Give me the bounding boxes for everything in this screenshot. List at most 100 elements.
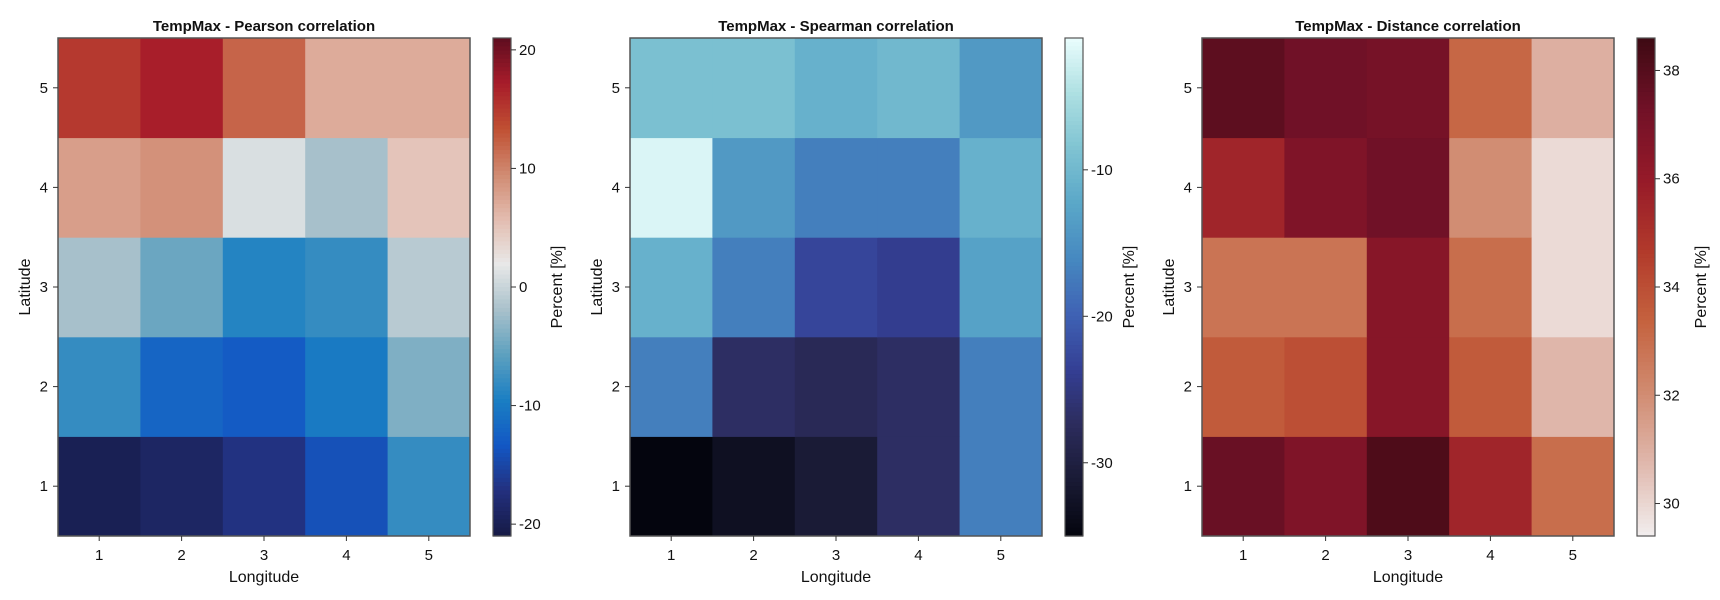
colorbar-segment	[493, 137, 511, 143]
colorbar-segment	[1065, 287, 1083, 292]
colorbar-segment	[1065, 187, 1083, 193]
colorbar-segment	[493, 195, 511, 201]
colorbar-segment	[1637, 67, 1655, 72]
colorbar-segment	[1065, 399, 1083, 404]
colorbar-segment	[1637, 253, 1655, 259]
colorbar-label: Percent [%]	[1121, 246, 1138, 329]
colorbar-segment	[493, 374, 511, 379]
y-ticks: 1 2 3 4 5	[612, 80, 630, 495]
colorbar-segment	[493, 274, 511, 280]
heatmap-cell	[1202, 436, 1285, 537]
heatmap-cell	[959, 436, 1043, 537]
y-tick-label: 5	[40, 80, 48, 97]
colorbar-segment	[1065, 245, 1083, 251]
colorbar-segment	[1637, 174, 1655, 180]
colorbar-segment	[493, 96, 511, 101]
colorbar-segment	[1637, 216, 1655, 222]
colorbar-segment	[493, 216, 511, 222]
colorbar-segment	[493, 79, 511, 85]
y-tick-label: 2	[1184, 379, 1192, 396]
colorbar-segment	[1637, 502, 1655, 508]
heatmap-cell	[222, 336, 306, 437]
colorbar-tick-label: -20	[519, 516, 541, 533]
heatmap-cell	[630, 237, 713, 338]
colorbar-segment	[1065, 141, 1083, 147]
heatmap-cell	[959, 137, 1043, 238]
colorbar-tick-label: 36	[1663, 171, 1680, 188]
colorbar-segment	[493, 50, 511, 56]
colorbar-segment	[493, 100, 511, 105]
heatmap-cell	[1366, 237, 1450, 338]
colorbar-segment	[1637, 357, 1655, 363]
colorbar-segment	[1637, 336, 1655, 342]
colorbar-segment	[493, 233, 511, 238]
colorbar-segment	[493, 448, 511, 454]
colorbar-segment	[1637, 62, 1655, 68]
heatmap-cell	[1449, 137, 1533, 238]
colorbar-tick-label: -10	[519, 398, 541, 415]
colorbar-segment	[1637, 96, 1655, 101]
colorbar-segment	[493, 415, 511, 421]
colorbar-segment	[1637, 527, 1655, 533]
x-ticks: 1 2 3 4 5	[95, 536, 433, 564]
colorbar-segment	[1637, 257, 1655, 263]
colorbar-segment	[1637, 386, 1655, 392]
colorbar-segment	[1065, 266, 1083, 271]
colorbar-segment	[493, 291, 511, 296]
colorbar-segment	[1637, 320, 1655, 325]
colorbar-segment	[1637, 195, 1655, 201]
colorbar-segment	[1637, 121, 1655, 126]
colorbar-segment	[493, 519, 511, 525]
colorbar-segment	[1637, 83, 1655, 89]
colorbar-segment	[1637, 374, 1655, 379]
colorbar-segment	[1065, 46, 1083, 52]
colorbar-segment	[493, 145, 511, 151]
colorbar-segment	[493, 150, 511, 155]
colorbar-segment	[1637, 486, 1655, 491]
colorbar-segment	[1637, 249, 1655, 255]
heatmap-cell	[1202, 38, 1285, 139]
heatmap-cells	[58, 38, 471, 537]
colorbar-segment	[493, 399, 511, 404]
colorbar-segment	[493, 506, 511, 512]
colorbar-segment	[1065, 307, 1083, 313]
colorbar-segment	[493, 224, 511, 230]
colorbar-segment	[1065, 494, 1083, 500]
colorbar-segment	[493, 71, 511, 76]
colorbar-segment	[493, 133, 511, 139]
colorbar-tick-label: 30	[1663, 496, 1680, 513]
colorbar-tick-label: 38	[1663, 62, 1680, 79]
colorbar-segment	[1637, 428, 1655, 433]
x-ticks: 1 2 3 4 5	[667, 536, 1005, 564]
colorbar-segment	[493, 112, 511, 118]
colorbar-segment	[493, 257, 511, 263]
colorbar-segment	[493, 158, 511, 164]
colorbar-segment	[493, 295, 511, 301]
colorbar-segment	[1065, 515, 1083, 520]
colorbar-segment	[1637, 112, 1655, 118]
heatmap-cell	[222, 436, 306, 537]
heatmap-cells	[1202, 38, 1615, 537]
x-tick-label: 5	[425, 547, 433, 564]
colorbar	[1065, 38, 1083, 537]
colorbar-segment	[1065, 336, 1083, 342]
heatmap-cell	[1449, 336, 1533, 437]
heatmap-cell	[959, 336, 1043, 437]
colorbar-segment	[1065, 121, 1083, 126]
colorbar-segment	[1065, 316, 1083, 321]
colorbar-segment	[1065, 195, 1083, 201]
colorbar-segment	[1065, 444, 1083, 450]
colorbar-segment	[493, 141, 511, 147]
colorbar-segment	[1065, 482, 1083, 487]
colorbar-segment	[1637, 141, 1655, 147]
colorbar-segment	[493, 482, 511, 487]
colorbar-segment	[493, 465, 511, 471]
colorbar-segment	[493, 345, 511, 350]
colorbar-segment	[1637, 104, 1655, 110]
colorbar-segment	[1065, 79, 1083, 85]
colorbar-segment	[1637, 328, 1655, 334]
colorbar-segment	[1065, 448, 1083, 454]
colorbar-segment	[493, 204, 511, 209]
colorbar-segment	[493, 67, 511, 72]
colorbar-segment	[1637, 498, 1655, 504]
